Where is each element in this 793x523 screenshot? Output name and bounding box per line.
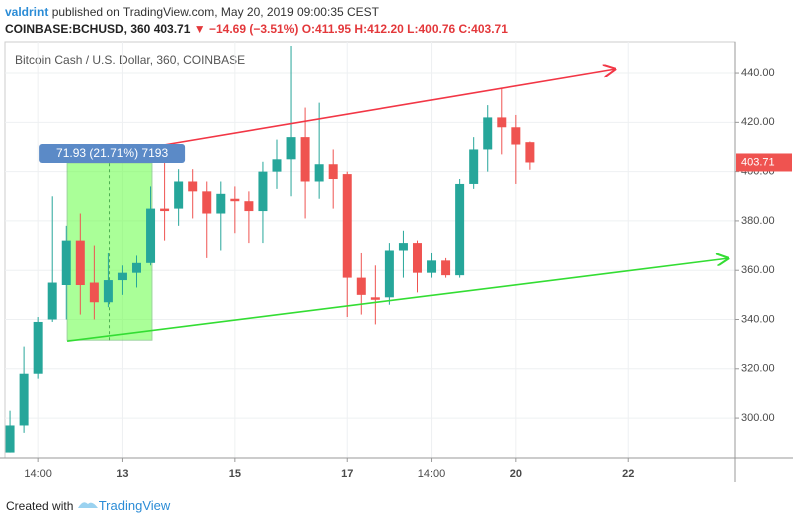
candle-body: [188, 181, 198, 192]
symbol: COINBASE:BCHUSD, 360: [5, 22, 151, 36]
candle-body: [286, 137, 296, 160]
x-tick-label: 22: [622, 468, 634, 480]
chart: Bitcoin Cash / U.S. Dollar, 360, COINBAS…: [0, 41, 793, 482]
ohlc: O:411.95: [301, 22, 352, 36]
x-tick-label: 14:00: [24, 468, 52, 480]
candle-body: [117, 272, 127, 281]
footer: Created with TradingView: [6, 498, 170, 513]
y-tick-label: 420.00: [741, 116, 775, 128]
candle-body: [469, 149, 479, 184]
candle-body: [384, 250, 394, 298]
y-tick-label: 440.00: [741, 67, 775, 79]
candle-body: [19, 373, 29, 426]
price: 403.71: [153, 22, 191, 36]
price-tag-label: 403.71: [741, 156, 775, 168]
candle-body: [258, 171, 268, 212]
candle-body: [174, 181, 184, 209]
published: published on TradingView.com, May 20, 20…: [51, 5, 380, 19]
y-tick-label: 340.00: [741, 313, 775, 325]
candle-body: [103, 280, 113, 303]
created: Created with: [6, 499, 74, 513]
candle-body: [202, 191, 212, 214]
candle-body: [441, 260, 451, 276]
candle-body: [328, 164, 338, 180]
y-tick-label: 380.00: [741, 215, 775, 227]
ohlc: L:400.76: [407, 22, 456, 36]
candle-body: [370, 297, 380, 300]
candle-body: [75, 240, 85, 285]
candle-body: [244, 201, 254, 212]
y-tick-label: 360.00: [741, 264, 775, 276]
header-line: COINBASE:BCHUSD, 360 403.71 ▼ −14.69 (−3…: [5, 22, 508, 36]
x-tick-label: 13: [116, 468, 128, 480]
candle-body: [132, 262, 142, 273]
candle-body: [412, 243, 422, 273]
logo: [77, 502, 98, 508]
candle-body: [483, 117, 493, 150]
brand[interactable]: TradingView: [98, 498, 171, 513]
candle-body: [89, 282, 99, 303]
candle-body: [160, 208, 170, 212]
measure-label: 71.93 (21.71%) 7193: [56, 146, 168, 160]
candle-body: [33, 321, 43, 374]
ohlc: C:403.71: [458, 22, 508, 36]
candle-body: [216, 193, 226, 214]
x-tick-label: 14:00: [418, 468, 446, 480]
trendline: [66, 258, 728, 342]
candle-body: [272, 159, 282, 172]
trendline: [151, 69, 615, 148]
candle-body: [342, 174, 352, 278]
measure-label-bg: [39, 144, 186, 164]
candle-body: [427, 260, 437, 273]
y-tick-label: 300.00: [741, 412, 775, 424]
candle-body: [356, 277, 366, 295]
candle-body: [230, 198, 240, 202]
change: ▼ −14.69 (−3.51%): [193, 22, 299, 36]
candle-body: [300, 137, 310, 182]
header-line: valdrint published on TradingView.com, M…: [5, 5, 379, 19]
x-tick-label: 20: [510, 468, 522, 480]
candle-body: [497, 117, 507, 128]
author[interactable]: valdrint: [5, 5, 49, 19]
candle-body: [61, 240, 71, 285]
x-tick-label: 17: [341, 468, 353, 480]
price-tag: [736, 153, 792, 172]
candle-body: [5, 425, 15, 453]
chart-title: Bitcoin Cash / U.S. Dollar, 360, COINBAS…: [15, 53, 245, 67]
y-tick-label: 320.00: [741, 363, 775, 375]
candle-body: [314, 164, 324, 182]
candle-body: [525, 142, 535, 163]
candle-body: [47, 282, 57, 320]
candle-body: [455, 183, 465, 276]
candle-body: [146, 208, 156, 263]
ohlc: H:412.20: [354, 22, 404, 36]
x-tick-label: 15: [229, 468, 241, 480]
candle-body: [398, 243, 408, 251]
candle-body: [511, 127, 521, 145]
